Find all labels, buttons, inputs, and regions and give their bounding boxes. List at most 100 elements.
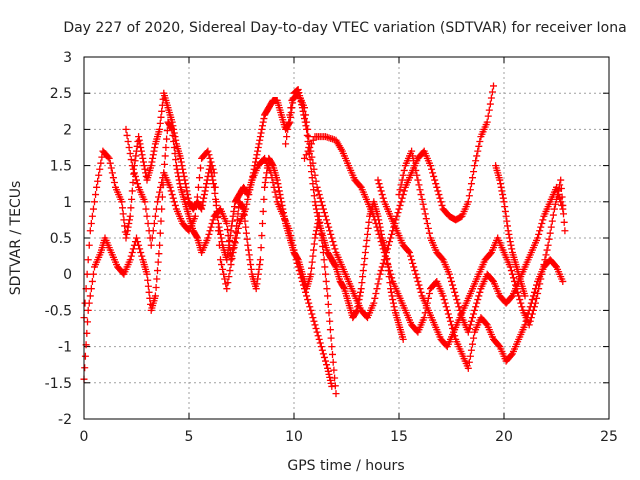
data-point [276,191,284,199]
data-point [209,216,217,224]
data-point [328,382,336,390]
data-point [304,296,312,304]
data-point [226,267,234,275]
data-point [311,234,319,242]
data-point [539,265,547,273]
data-point [425,229,433,237]
data-point [469,314,476,322]
data-point [465,192,473,200]
data-point [97,159,105,167]
data-point [329,238,337,246]
data-point [170,129,178,137]
data-point [319,350,327,358]
data-point [95,171,103,179]
data-point [326,227,334,235]
data-point [156,188,164,196]
data-point [277,194,285,202]
data-point [370,299,378,307]
data-point [486,250,494,258]
data-point [302,151,310,159]
data-point [150,147,158,155]
data-point [547,223,555,231]
data-point [558,201,566,209]
data-point [169,194,177,202]
data-point [379,194,387,202]
data-point [312,201,320,209]
data-point [398,176,406,184]
data-point [161,152,169,160]
data-point [308,258,316,266]
data-point [422,215,430,223]
y-tick-label: 0.5 [50,231,72,247]
data-point [288,236,296,244]
data-point [228,222,236,230]
data-point [260,115,268,123]
data-point [517,299,525,307]
data-point [85,241,93,249]
data-point [127,156,135,164]
data-point [137,147,145,155]
data-point [162,144,170,151]
data-point [377,187,385,195]
data-point [92,191,100,199]
data-point [378,191,386,199]
data-point [127,204,135,212]
data-point [309,159,317,167]
data-point [244,241,252,249]
data-point [212,198,220,206]
data-point [226,236,234,244]
data-point [467,346,475,354]
data-point [394,209,402,217]
data-point [147,162,155,170]
data-point [415,281,423,289]
data-point [208,220,216,228]
data-point [441,299,449,307]
data-point [149,154,157,162]
data-point [136,140,144,148]
data-point [193,233,201,241]
data-point [417,191,425,199]
data-point [226,232,234,240]
data-point [179,169,187,177]
data-point [304,125,312,133]
data-point [411,267,419,275]
data-point [192,203,200,211]
data-point [314,187,322,195]
data-point [429,169,437,177]
data-point [487,94,495,102]
data-point [154,258,162,266]
data-point [518,303,526,311]
data-point [409,259,417,267]
data-point [374,176,382,184]
data-point [308,140,315,148]
data-point [156,229,164,237]
data-point [121,222,129,230]
data-point [245,191,253,199]
data-point [138,151,146,159]
data-point [443,306,451,314]
data-point [514,288,522,296]
data-point [503,217,511,225]
data-point [506,238,514,246]
data-point [215,223,223,231]
data-point [294,263,302,271]
data-point [325,370,333,378]
data-point [507,241,515,249]
data-point [551,262,559,270]
data-point [431,176,439,184]
data-point [539,216,547,224]
data-point [126,212,134,220]
data-point [301,104,308,112]
data-point [395,205,403,213]
data-point [105,154,113,162]
data-point [308,153,316,161]
data-point [414,176,422,184]
data-point [412,270,420,278]
data-point [229,248,237,256]
data-point [469,174,476,182]
data-point [130,169,138,177]
data-point [324,364,332,372]
data-point [148,234,156,242]
data-point [252,154,260,162]
data-point [530,303,538,311]
